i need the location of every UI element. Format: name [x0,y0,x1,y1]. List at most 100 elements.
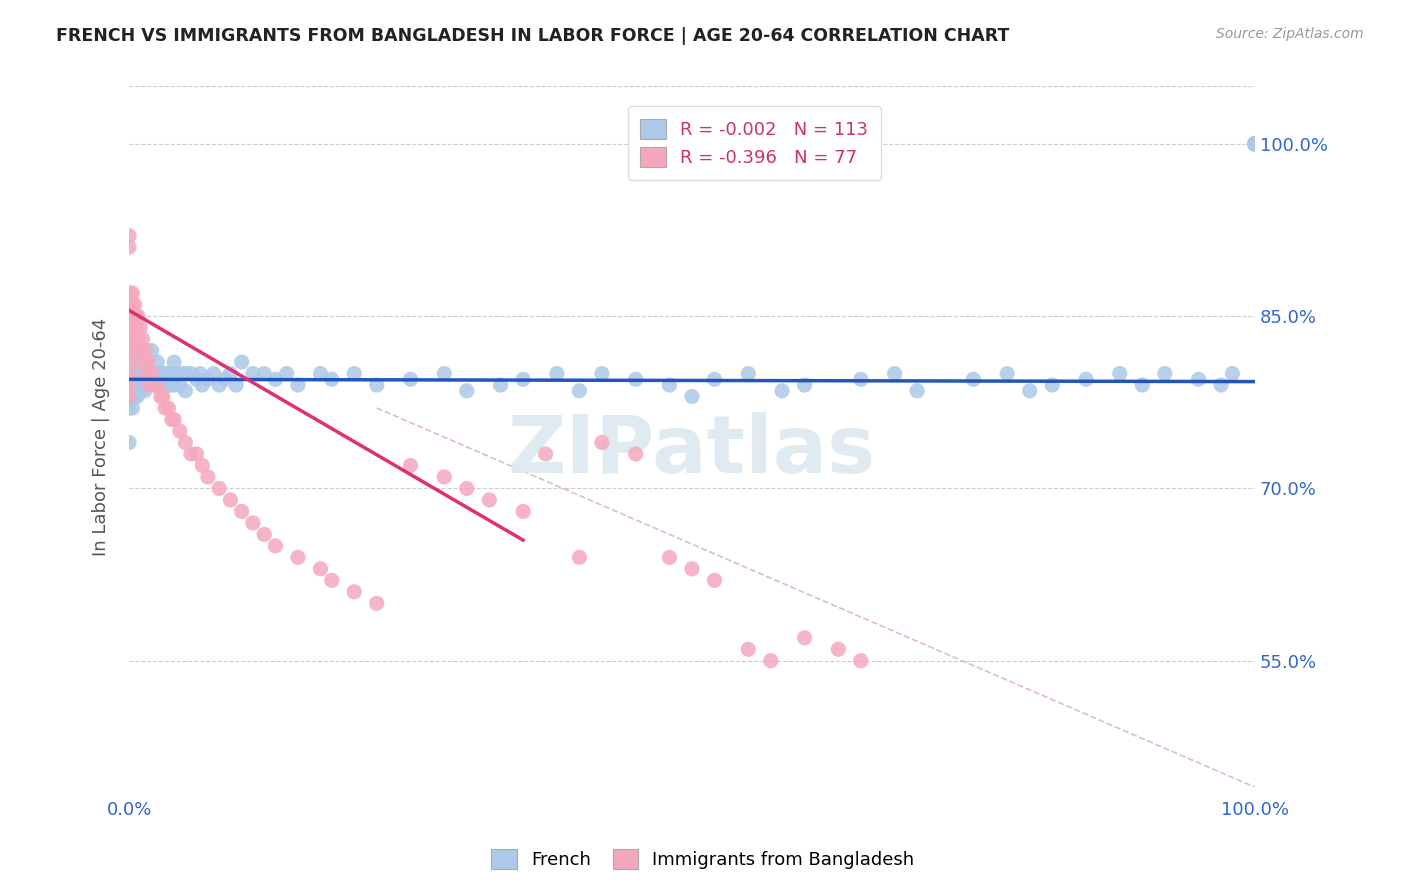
Point [253,527,276,541]
Point [146,378,169,392]
Point [264,539,287,553]
Point [995,367,1018,381]
Point [214,372,236,386]
Point [737,367,759,381]
Point [174,367,197,381]
Point [153,401,176,415]
Text: Source: ZipAtlas.com: Source: ZipAtlas.com [1216,27,1364,41]
Point [343,584,366,599]
Point [1244,136,1267,151]
Point [127,367,149,381]
Point [127,378,149,392]
Point [219,367,242,381]
Point [134,343,156,358]
Point [146,378,169,392]
Point [127,332,149,346]
Point [174,384,197,398]
Point [309,562,332,576]
Point [1244,136,1267,151]
Point [1153,367,1175,381]
Point [1244,136,1267,151]
Point [512,372,534,386]
Legend: French, Immigrants from Bangladesh: French, Immigrants from Bangladesh [482,839,924,879]
Point [128,343,150,358]
Point [127,309,149,323]
Point [163,412,186,426]
Point [157,367,180,381]
Point [129,343,152,358]
Point [121,355,143,369]
Point [131,332,153,346]
Point [152,390,174,404]
Point [321,372,343,386]
Point [118,395,141,409]
Point [129,320,152,334]
Point [138,367,160,381]
Point [121,298,143,312]
Point [142,378,165,392]
Point [120,298,142,312]
Point [1244,136,1267,151]
Point [276,367,298,381]
Point [456,384,478,398]
Point [242,516,264,530]
Point [1187,372,1209,386]
Point [658,550,681,565]
Point [135,367,157,381]
Point [827,642,849,657]
Point [118,320,141,334]
Point [242,367,264,381]
Point [703,574,725,588]
Point [1244,136,1267,151]
Point [118,228,141,243]
Point [1018,384,1040,398]
Point [883,367,905,381]
Point [141,343,163,358]
Point [433,367,456,381]
Point [681,390,703,404]
Point [658,378,681,392]
Point [264,372,287,386]
Point [131,378,153,392]
Point [309,367,332,381]
Point [1040,378,1063,392]
Point [568,550,591,565]
Point [124,343,146,358]
Point [188,367,211,381]
Point [120,309,142,323]
Point [129,343,152,358]
Point [124,298,146,312]
Point [122,309,145,323]
Point [681,562,703,576]
Point [478,492,501,507]
Point [208,482,231,496]
Point [287,378,309,392]
Point [1244,136,1267,151]
Point [1220,367,1243,381]
Point [219,492,242,507]
Point [121,320,143,334]
Point [124,390,146,404]
Point [129,384,152,398]
Point [121,378,143,392]
Point [120,378,142,392]
Point [131,355,153,369]
Point [120,298,142,312]
Point [208,378,231,392]
Point [399,458,422,473]
Point [191,378,214,392]
Point [366,378,388,392]
Point [142,367,165,381]
Point [125,309,148,323]
Point [399,372,422,386]
Point [849,654,872,668]
Point [759,654,782,668]
Point [118,378,141,392]
Point [163,378,186,392]
Point [136,355,159,369]
Point [165,367,187,381]
Point [1108,367,1130,381]
Point [197,470,219,484]
Point [157,401,180,415]
Point [962,372,984,386]
